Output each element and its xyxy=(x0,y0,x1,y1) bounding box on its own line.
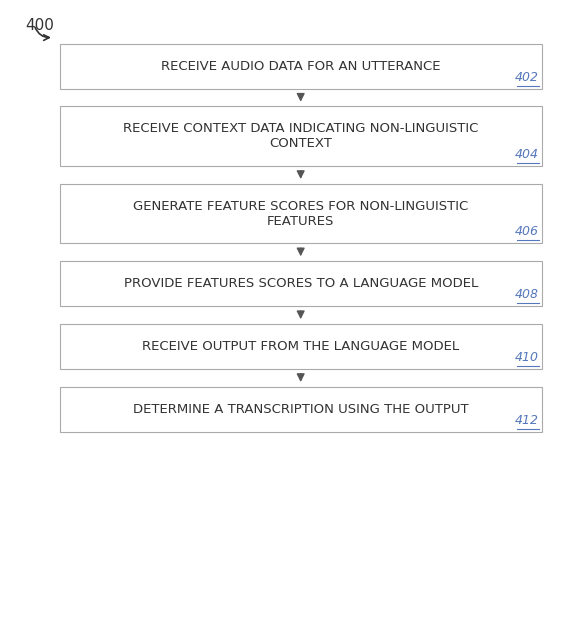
FancyBboxPatch shape xyxy=(60,261,542,306)
FancyBboxPatch shape xyxy=(60,324,542,369)
FancyBboxPatch shape xyxy=(60,387,542,432)
Text: 400: 400 xyxy=(25,18,54,34)
Text: 402: 402 xyxy=(515,71,539,84)
Text: 410: 410 xyxy=(515,351,539,364)
FancyBboxPatch shape xyxy=(60,184,542,243)
Text: PROVIDE FEATURES SCORES TO A LANGUAGE MODEL: PROVIDE FEATURES SCORES TO A LANGUAGE MO… xyxy=(124,277,478,290)
FancyBboxPatch shape xyxy=(60,107,542,166)
Text: 412: 412 xyxy=(515,414,539,427)
Text: 408: 408 xyxy=(515,288,539,301)
Text: 406: 406 xyxy=(515,226,539,238)
Text: RECEIVE OUTPUT FROM THE LANGUAGE MODEL: RECEIVE OUTPUT FROM THE LANGUAGE MODEL xyxy=(142,340,459,353)
Text: DETERMINE A TRANSCRIPTION USING THE OUTPUT: DETERMINE A TRANSCRIPTION USING THE OUTP… xyxy=(133,403,469,416)
Text: GENERATE FEATURE SCORES FOR NON-LINGUISTIC
FEATURES: GENERATE FEATURE SCORES FOR NON-LINGUIST… xyxy=(133,200,468,228)
FancyBboxPatch shape xyxy=(60,44,542,89)
Text: RECEIVE AUDIO DATA FOR AN UTTERANCE: RECEIVE AUDIO DATA FOR AN UTTERANCE xyxy=(161,60,441,73)
Text: 404: 404 xyxy=(515,148,539,161)
Text: RECEIVE CONTEXT DATA INDICATING NON-LINGUISTIC
CONTEXT: RECEIVE CONTEXT DATA INDICATING NON-LING… xyxy=(123,122,478,150)
